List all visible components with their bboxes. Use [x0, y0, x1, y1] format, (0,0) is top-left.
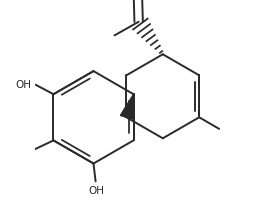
Text: OH: OH [15, 79, 31, 89]
Polygon shape [120, 95, 134, 120]
Text: OH: OH [89, 185, 105, 195]
